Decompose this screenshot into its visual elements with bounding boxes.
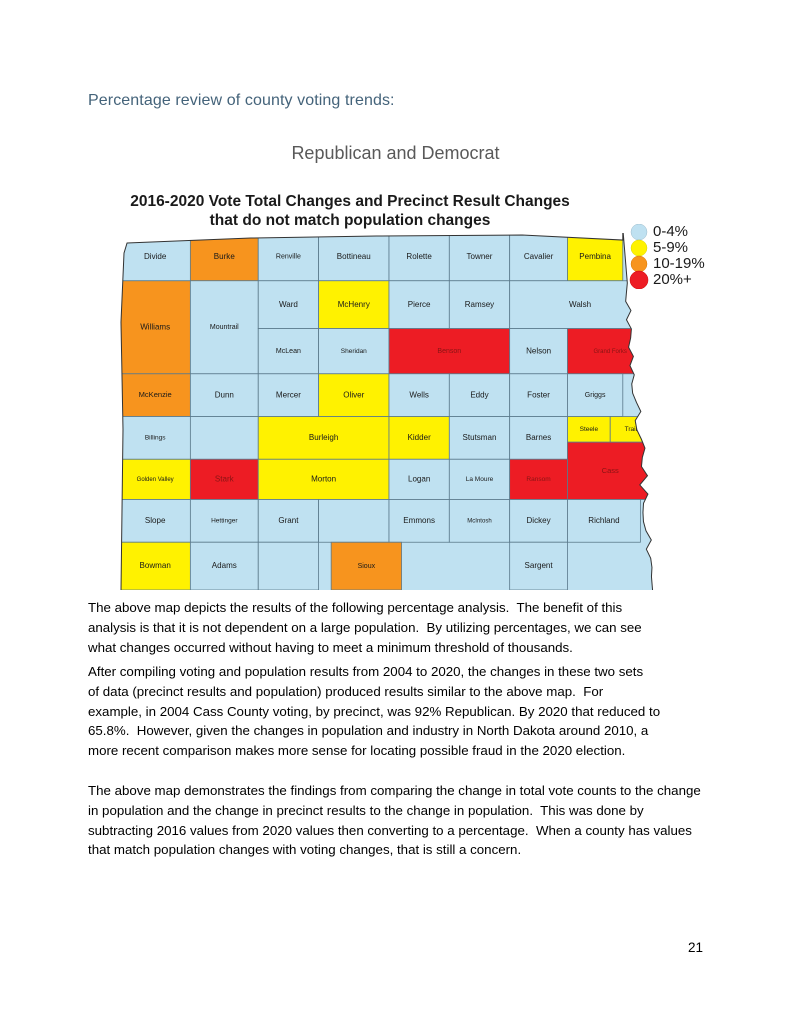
svg-text:Pierce: Pierce: [408, 300, 431, 309]
svg-text:Grant: Grant: [278, 516, 299, 525]
svg-text:Bottineau: Bottineau: [337, 252, 371, 261]
svg-text:Golden Valley: Golden Valley: [137, 477, 174, 483]
svg-text:Eddy: Eddy: [470, 390, 488, 399]
svg-text:Griggs: Griggs: [585, 392, 606, 399]
svg-text:Hettinger: Hettinger: [211, 518, 238, 525]
svg-text:Dickey: Dickey: [527, 516, 551, 525]
svg-text:Sheridan: Sheridan: [341, 348, 367, 355]
svg-text:McKenzie: McKenzie: [139, 390, 172, 399]
svg-text:Billings: Billings: [145, 435, 166, 442]
svg-text:Mountrail: Mountrail: [210, 324, 239, 331]
svg-text:McHenry: McHenry: [338, 300, 370, 309]
svg-text:Stark: Stark: [215, 475, 235, 484]
svg-text:Divide: Divide: [144, 252, 167, 261]
svg-text:Adams: Adams: [212, 561, 237, 570]
svg-text:Ransom: Ransom: [526, 476, 550, 483]
svg-text:Mercer: Mercer: [276, 390, 301, 399]
svg-text:Benson: Benson: [437, 348, 461, 355]
svg-text:Morton: Morton: [311, 475, 336, 484]
svg-text:Nelson: Nelson: [526, 346, 551, 355]
svg-text:Richland: Richland: [588, 516, 619, 525]
svg-text:Sioux: Sioux: [358, 563, 376, 570]
svg-text:Dunn: Dunn: [215, 390, 234, 399]
svg-text:Bowman: Bowman: [140, 561, 171, 570]
svg-text:Cass: Cass: [602, 466, 619, 475]
svg-text:McLean: McLean: [276, 348, 301, 355]
svg-text:Rolette: Rolette: [406, 252, 432, 261]
svg-text:Williams: Williams: [140, 322, 170, 331]
svg-text:Slope: Slope: [145, 516, 166, 525]
svg-text:Ramsey: Ramsey: [465, 300, 494, 309]
svg-text:Burke: Burke: [214, 252, 236, 261]
svg-text:Towner: Towner: [467, 252, 493, 261]
svg-text:Stutsman: Stutsman: [463, 433, 497, 442]
svg-text:Barnes: Barnes: [526, 433, 551, 442]
svg-text:La Moure: La Moure: [466, 476, 494, 483]
svg-text:Steele: Steele: [580, 426, 599, 433]
svg-text:McIntosh: McIntosh: [467, 518, 491, 524]
svg-text:Foster: Foster: [527, 390, 550, 399]
svg-text:Wells: Wells: [409, 390, 429, 399]
svg-text:Burleigh: Burleigh: [309, 433, 338, 442]
svg-text:Pembina: Pembina: [579, 252, 611, 261]
svg-text:Kidder: Kidder: [408, 433, 432, 442]
svg-text:Oliver: Oliver: [343, 390, 364, 399]
svg-text:Cavalier: Cavalier: [524, 252, 554, 261]
svg-text:Walsh: Walsh: [569, 300, 591, 309]
svg-text:Ward: Ward: [279, 300, 298, 309]
svg-text:Renville: Renville: [276, 254, 301, 261]
svg-text:Grand Forks: Grand Forks: [594, 349, 627, 355]
svg-text:Emmons: Emmons: [403, 516, 435, 525]
svg-text:Sargent: Sargent: [525, 561, 554, 570]
svg-text:Logan: Logan: [408, 475, 430, 484]
